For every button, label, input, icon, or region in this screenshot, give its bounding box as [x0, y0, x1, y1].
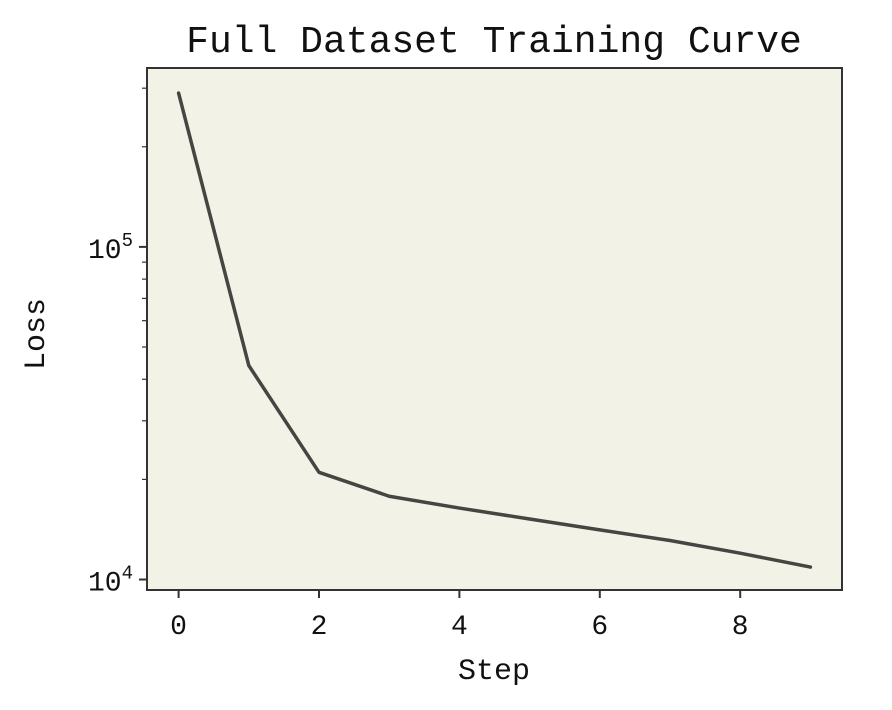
chart-title: Full Dataset Training Curve: [186, 21, 802, 64]
x-tick-label: 6: [591, 612, 608, 643]
x-tick-label: 4: [451, 612, 468, 643]
plot-layer: 0 2 4 6 8 104 105: [88, 67, 843, 643]
x-tick-label: 8: [732, 612, 749, 643]
series-line: [176, 91, 813, 569]
x-tick-label: 0: [170, 612, 187, 643]
y-tick-label: 104: [88, 563, 133, 600]
y-tick-label: 105: [88, 230, 133, 267]
x-tick-label: 2: [311, 612, 328, 643]
plot-background: [147, 68, 842, 590]
x-axis-label: Step: [458, 655, 530, 689]
plot-frame: [146, 67, 843, 591]
y-axis-label: Loss: [20, 298, 54, 370]
